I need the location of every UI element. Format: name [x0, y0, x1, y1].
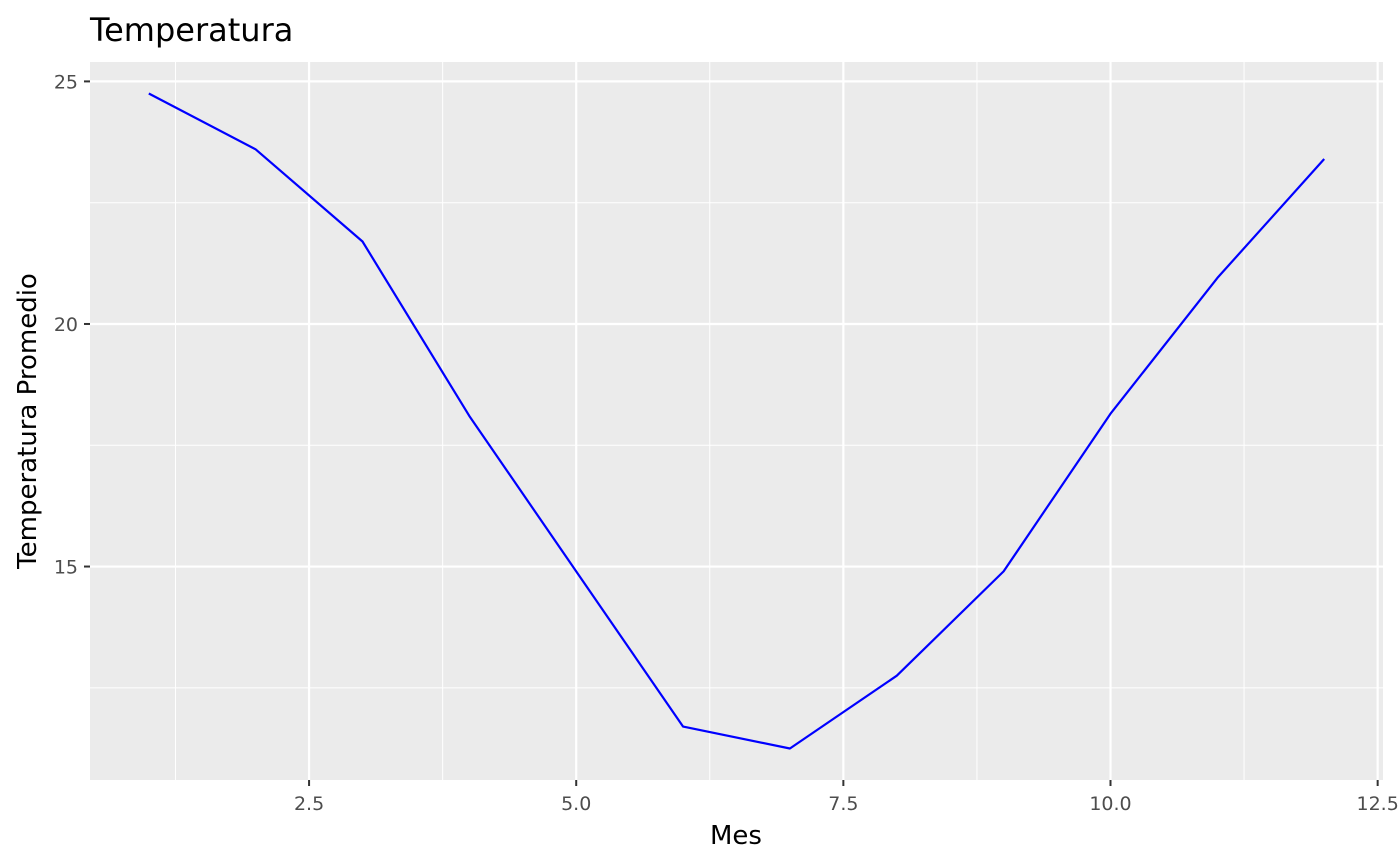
minor-gridlines	[90, 62, 1383, 780]
y-axis: 15 20 25	[54, 71, 90, 579]
x-axis: 2.5 5.0 7.5 10.0 12.5	[294, 780, 1399, 815]
x-axis-title: Mes	[710, 821, 762, 851]
plot-panel	[90, 62, 1383, 780]
x-tick-label: 2.5	[294, 793, 324, 815]
series-line	[148, 92, 1326, 750]
y-tick-label: 25	[54, 71, 78, 93]
x-tick-label: 7.5	[828, 793, 858, 815]
major-gridlines	[90, 62, 1383, 780]
y-tick-label: 15	[54, 557, 78, 579]
chart-title: Temperatura	[89, 11, 293, 49]
x-tick-label: 5.0	[561, 793, 591, 815]
x-tick-label: 12.5	[1357, 793, 1399, 815]
y-tick-label: 20	[54, 314, 78, 336]
y-axis-title: Temperatura Promedio	[13, 273, 43, 570]
x-tick-label: 10.0	[1089, 793, 1131, 815]
series-layer	[148, 92, 1326, 750]
